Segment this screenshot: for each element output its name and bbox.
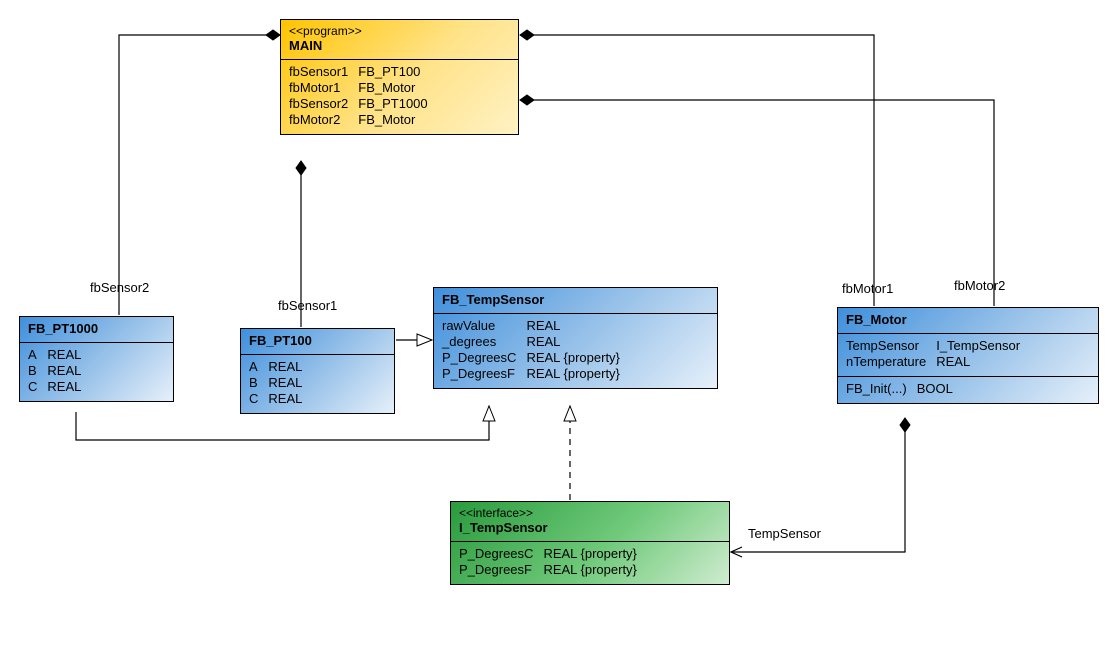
class-fb-pt1000: FB_PT1000 AREAL BREAL CREAL	[19, 316, 174, 402]
edge-main-to-motor2	[520, 100, 994, 306]
edge-label-fbmotor1: fbMotor1	[842, 281, 893, 296]
edge-main-to-motor1	[520, 35, 874, 306]
class-title: FB_PT100	[249, 333, 386, 348]
class-fb-tempsensor: FB_TempSensor rawValueREAL _degreesREAL …	[433, 287, 718, 389]
interface-i-tempsensor: <<interface>> I_TempSensor P_DegreesCREA…	[450, 501, 730, 585]
diagram-canvas: { "diagram_type": "uml-class-diagram", "…	[0, 0, 1116, 669]
attr-table: AREAL BREAL CREAL	[28, 347, 91, 395]
class-title: FB_TempSensor	[442, 292, 709, 307]
edge-main-to-pt1000	[119, 35, 280, 315]
class-title: FB_PT1000	[28, 321, 165, 336]
class-title: MAIN	[289, 38, 510, 53]
class-fb-pt100: FB_PT100 AREAL BREAL CREAL	[240, 328, 395, 414]
edge-label-fbsensor2: fbSensor2	[90, 280, 149, 295]
edge-label-fbsensor1: fbSensor1	[278, 298, 337, 313]
attr-table: P_DegreesCREAL {property} P_DegreesFREAL…	[459, 546, 647, 578]
stereotype: <<interface>>	[459, 506, 721, 520]
class-main: <<program>> MAIN fbSensor1FB_PT100 fbMot…	[280, 19, 519, 135]
class-title: I_TempSensor	[459, 520, 721, 535]
attr-table: rawValueREAL _degreesREAL P_DegreesCREAL…	[442, 318, 630, 382]
edge-label-tempsensor: TempSensor	[748, 526, 821, 541]
attr-table: TempSensorI_TempSensor nTemperatureREAL	[846, 338, 1030, 370]
stereotype: <<program>>	[289, 24, 510, 38]
class-title: FB_Motor	[846, 312, 1090, 327]
ops-table: FB_Init(...)BOOL	[846, 381, 963, 397]
class-fb-motor: FB_Motor TempSensorI_TempSensor nTempera…	[837, 307, 1099, 404]
edge-label-fbmotor2: fbMotor2	[954, 278, 1005, 293]
attr-table: fbSensor1FB_PT100 fbMotor1FB_Motor fbSen…	[289, 64, 438, 128]
attr-table: AREAL BREAL CREAL	[249, 359, 312, 407]
